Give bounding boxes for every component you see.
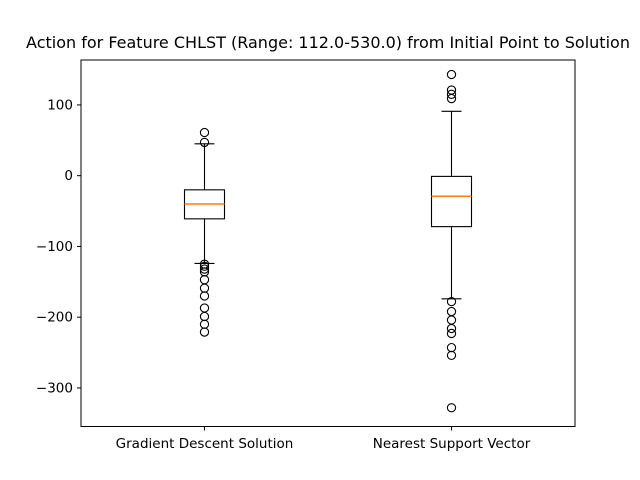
outlier-point <box>199 311 210 322</box>
outlier-point <box>199 137 210 148</box>
outlier-point <box>199 264 210 274</box>
outlier-point <box>199 275 210 285</box>
plot-area: 100 0 −100 −200 −300 Gradient Descent Solutio… <box>36 59 576 452</box>
chart-title: Action for Feature CHLST (Range: 112.0-5… <box>26 33 630 52</box>
outlier-point <box>199 283 210 293</box>
outlier-point <box>446 69 457 80</box>
outlier-point <box>199 291 210 301</box>
axes-frame <box>80 59 576 427</box>
x-tick-label: Gradient Descent Solution <box>116 436 294 452</box>
y-tick-label: −100 <box>36 239 73 255</box>
x-tick-label: Nearest Support Vector <box>373 436 531 452</box>
outlier-point <box>199 303 210 313</box>
outlier-point <box>199 127 210 138</box>
outlier-point <box>446 328 457 339</box>
y-tick-label: 100 <box>47 97 73 113</box>
outlier-point <box>446 350 457 361</box>
outlier-point <box>446 403 457 413</box>
y-tick-label: −200 <box>36 310 73 326</box>
outlier-point <box>199 319 210 329</box>
outlier-point <box>446 93 457 104</box>
outlier-point <box>446 323 457 334</box>
y-tick-label: −300 <box>36 380 73 396</box>
outlier-point <box>199 261 210 271</box>
outlier-point <box>446 315 457 325</box>
y-tick-label: 0 <box>64 168 73 184</box>
outlier-point <box>199 327 210 337</box>
box <box>430 175 473 228</box>
outlier-point <box>446 306 457 317</box>
outlier-point <box>446 296 457 307</box>
outlier-point <box>446 342 457 353</box>
outlier-point <box>446 89 457 99</box>
